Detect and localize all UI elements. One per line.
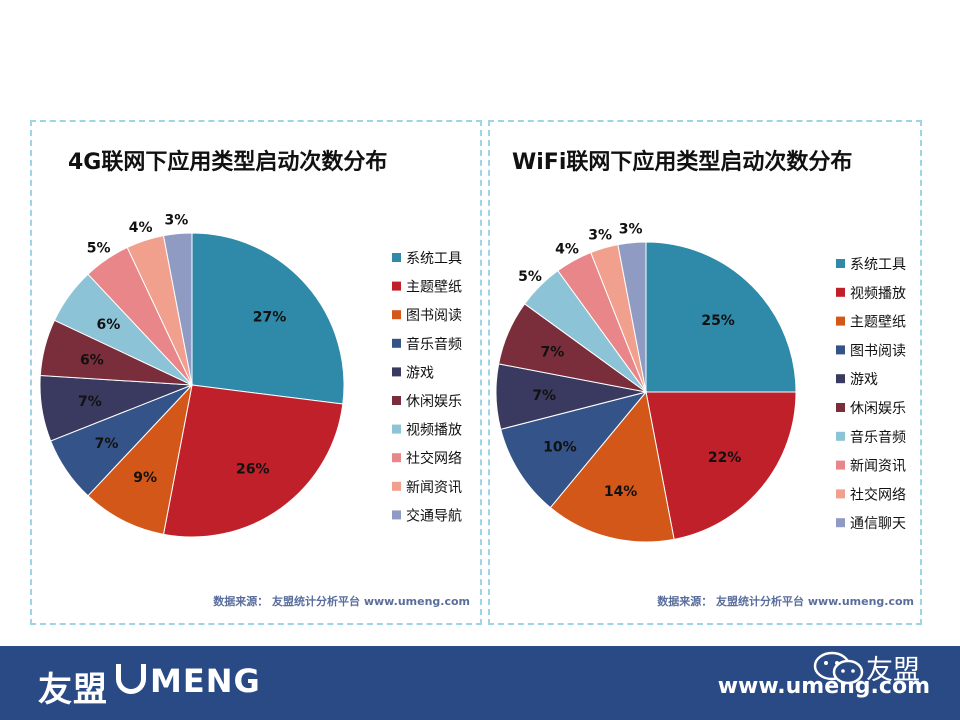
legend-label: 通信聊天 — [850, 516, 906, 532]
pie-slice — [645, 241, 797, 393]
chart-title-4g: 4G联网下应用类型启动次数分布 — [68, 150, 388, 175]
pie-data-label: 14% — [604, 484, 638, 500]
footer-bar: 友盟 MENG www.umeng.com — [0, 646, 960, 720]
pie-data-label: 6% — [97, 317, 121, 333]
legend-label: 图书阅读 — [850, 342, 906, 359]
legend-label: 视频播放 — [406, 423, 462, 439]
legend-label: 社交网络 — [850, 486, 906, 503]
legend-label: 主题壁纸 — [850, 315, 906, 331]
umeng-u-icon — [116, 664, 146, 694]
pie-data-label: 7% — [541, 345, 565, 361]
pie-slice — [549, 390, 675, 543]
pie-data-label: 4% — [129, 220, 153, 236]
legend-swatch — [392, 338, 401, 348]
legend-swatch — [836, 489, 845, 499]
pie-slice — [87, 383, 193, 535]
legend-label: 游戏 — [406, 365, 434, 381]
legend-swatch — [836, 518, 845, 528]
chart-panel-4g: 4G联网下应用类型启动次数分布 27% 26% 9% 7% 7% 6% 6% 5% 4% 3% 系统… — [30, 120, 482, 625]
legend-swatch — [836, 403, 845, 412]
pie-data-label: 25% — [701, 313, 735, 329]
legend-label: 新闻资讯 — [850, 459, 906, 475]
pie-data-label: 27% — [253, 310, 287, 326]
pie-slice — [645, 391, 797, 540]
pie-slice — [191, 232, 345, 405]
legend-label: 休闲娱乐 — [850, 401, 906, 417]
pie-data-label: 7% — [532, 388, 556, 404]
legend-swatch — [836, 316, 845, 326]
pie-chart-wifi: 25% 22% 14% 10% 7% 7% 5% 4% 3% 3% 系统工具视频播放主题壁纸图书阅读… — [495, 222, 906, 543]
legend-label: 音乐音频 — [406, 336, 462, 353]
pie-data-label: 10% — [543, 440, 577, 456]
pie-data-label: 7% — [78, 394, 102, 410]
footer-brand-tag: 友盟 — [866, 655, 920, 686]
legend-swatch — [392, 481, 401, 491]
pie-slice — [617, 241, 647, 393]
pie-slice — [500, 391, 648, 509]
legend-swatch — [392, 367, 401, 377]
chart-panel-wifi: WiFi联网下应用类型启动次数分布 25% 22% 14% 10% 7% 7% 5% 4% 3%… — [488, 120, 922, 625]
legend-swatch — [392, 510, 401, 520]
legend-swatch — [392, 396, 401, 405]
legend-swatch — [836, 345, 845, 355]
pie-data-label: 7% — [95, 436, 119, 452]
legend-label: 音乐音频 — [850, 429, 906, 446]
legend-label: 图书阅读 — [406, 307, 462, 324]
legend-swatch — [392, 253, 401, 262]
footer-logo-en: MENG — [150, 662, 261, 700]
footer-logo-cn: 友盟 — [38, 670, 108, 710]
legend-label: 交通导航 — [406, 507, 462, 524]
legend-swatch — [392, 424, 401, 434]
legend-swatch — [392, 453, 401, 463]
legend-swatch — [836, 259, 845, 268]
legend-swatch — [392, 310, 401, 320]
legend-label: 社交网络 — [406, 450, 462, 467]
legend-label: 游戏 — [850, 372, 878, 388]
wechat-icon — [813, 651, 864, 685]
pie-data-label: 3% — [165, 213, 189, 229]
pie-data-label: 9% — [133, 470, 157, 486]
pie-data-label: 4% — [555, 241, 579, 257]
legend-swatch — [392, 281, 401, 291]
chart-title-wifi: WiFi联网下应用类型启动次数分布 — [512, 150, 853, 175]
pie-data-label: 26% — [236, 462, 270, 478]
pie-slice — [162, 384, 344, 538]
data-source-4g: 数据来源： 友盟统计分析平台 www.umeng.com — [213, 595, 470, 608]
pie-chart-4g: 27% 26% 9% 7% 7% 6% 6% 5% 4% 3% 系统工具主题壁纸图书阅读音乐音频游戏… — [39, 213, 462, 538]
pie-data-label: 3% — [588, 228, 612, 244]
pie-data-label: 5% — [518, 269, 542, 285]
data-source-wifi: 数据来源： 友盟统计分析平台 www.umeng.com — [657, 595, 914, 608]
legend-swatch — [836, 374, 845, 384]
pie-data-label: 5% — [87, 241, 111, 257]
legend-label: 新闻资讯 — [406, 480, 462, 496]
pie-data-label: 3% — [619, 222, 643, 238]
legend-swatch — [836, 460, 845, 470]
legend-label: 主题壁纸 — [406, 280, 462, 296]
pie-slice — [162, 232, 193, 386]
legend-swatch — [836, 431, 845, 441]
pie-data-label: 22% — [708, 450, 742, 466]
legend-swatch — [836, 287, 845, 297]
legend-label: 休闲娱乐 — [406, 394, 462, 410]
legend-label: 视频播放 — [850, 286, 906, 302]
legend-label: 系统工具 — [850, 257, 906, 273]
legend-label: 系统工具 — [406, 251, 462, 267]
pie-data-label: 6% — [80, 352, 104, 368]
